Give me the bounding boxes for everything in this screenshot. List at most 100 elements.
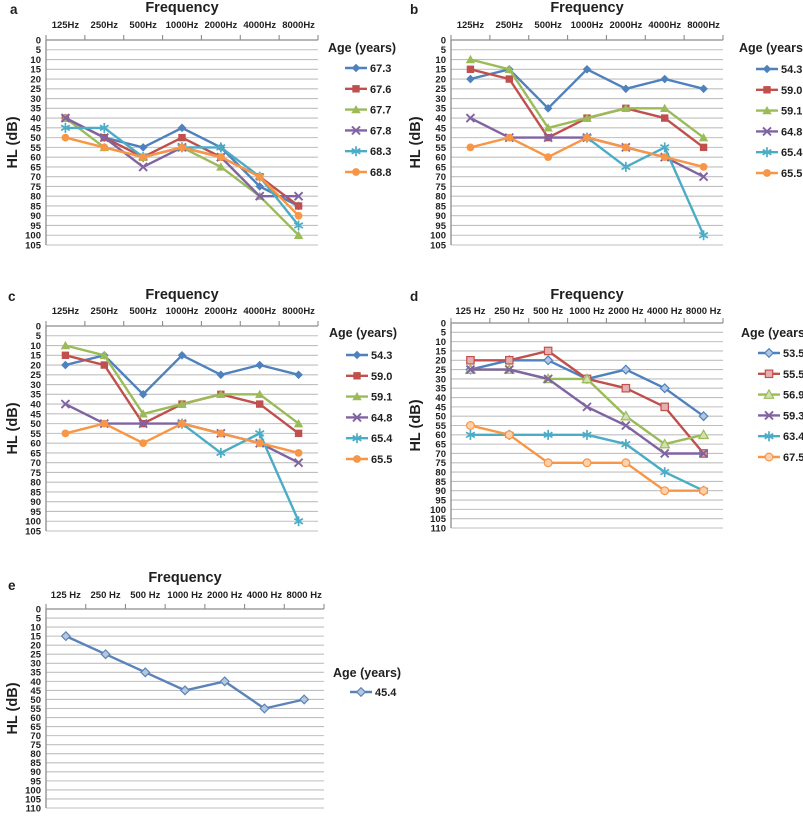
y-tick-label: 40 [435, 393, 446, 404]
y-axis-labels: 0510152025303540455055606570758085909510… [25, 321, 42, 537]
y-tick-label: 45 [30, 686, 41, 697]
x-tick-label: 8000Hz [282, 20, 315, 31]
y-tick-label: 70 [435, 449, 446, 460]
circle-marker [764, 452, 774, 462]
legend-label: 67.8 [370, 125, 391, 137]
y-tick-label: 0 [36, 321, 41, 332]
x-tick-label: 2000Hz [204, 20, 237, 31]
x-tick-label: 4000Hz [648, 20, 681, 31]
x-tick-label: 250Hz [496, 20, 524, 31]
chart-title: Frequency [145, 0, 218, 16]
star-marker [352, 433, 362, 444]
legend-label: 64.8 [781, 126, 802, 138]
x-marker [293, 457, 304, 468]
star-marker [216, 142, 226, 153]
y-tick-label: 35 [30, 668, 41, 679]
diamond-marker [352, 350, 362, 360]
star-marker [465, 429, 476, 440]
x-tick-label: 1000Hz [166, 306, 199, 317]
diamond-marker [762, 64, 772, 74]
y-tick-label: 0 [441, 318, 446, 329]
y-tick-label: 55 [30, 429, 41, 440]
triangle-marker [293, 230, 304, 239]
plot-area: 0510152025303540455055606570758085909510… [408, 287, 803, 534]
circle-marker [543, 458, 553, 468]
y-tick-label: 50 [30, 695, 41, 706]
y-tick-label: 50 [30, 133, 41, 144]
diamond-marker [543, 104, 553, 113]
legend: Age (years) 67.3 67.6 67.7 67.8 68.3 68.8 [328, 41, 396, 179]
circle-marker [61, 429, 70, 438]
diamond-marker [61, 360, 70, 370]
legend-label: 59.0 [781, 85, 802, 97]
axes [450, 318, 724, 528]
diamond-marker [259, 703, 270, 714]
circle-marker [216, 429, 225, 438]
triangle-marker [138, 409, 148, 418]
y-tick-label: 5 [36, 45, 42, 56]
legend-label: 68.8 [370, 167, 391, 179]
x-tick-label: 8000Hz [282, 306, 315, 317]
triangle-marker [293, 419, 304, 428]
x-tick-label: 4000Hz [243, 20, 276, 31]
legend: Age (years) 53.5 55.5 56.9 59.3 63.4 67.5 [741, 326, 803, 464]
y-tick-label: 105 [25, 794, 42, 805]
x-marker [762, 126, 772, 137]
x-marker [465, 113, 476, 123]
square-marker [61, 351, 70, 359]
x-marker [99, 132, 109, 143]
y-tick-label: 95 [30, 776, 41, 787]
x-tick-label: 125 Hz [455, 306, 485, 317]
y-tick-label: 25 [30, 84, 41, 95]
triangle-marker [504, 64, 514, 73]
legend-item: 45.4 [350, 686, 397, 699]
circle-marker [699, 486, 709, 496]
y-tick-label: 55 [435, 143, 446, 154]
y-tick-label: 105 [430, 240, 447, 251]
diamond-marker [255, 360, 265, 370]
x-tick-label: 125 Hz [51, 590, 81, 601]
chart-title: Frequency [550, 0, 623, 16]
triangle-marker [762, 106, 772, 115]
y-tick-label: 5 [441, 45, 447, 56]
circle-marker [294, 211, 303, 220]
panel-label: d [410, 289, 418, 304]
y-axis-title: HL (dB) [5, 116, 21, 168]
diamond-marker [100, 649, 111, 660]
y-tick-label: 100 [25, 517, 41, 528]
y-tick-label: 50 [30, 419, 41, 430]
legend-label: 64.8 [371, 412, 392, 424]
legend-item: 65.4 [346, 433, 393, 445]
y-tick-label: 80 [435, 467, 446, 478]
y-tick-label: 85 [30, 758, 41, 769]
y-tick-label: 60 [30, 439, 41, 450]
x-marker [698, 171, 709, 182]
triangle-marker [351, 105, 361, 114]
x-marker [351, 125, 361, 136]
x-marker [138, 418, 148, 429]
y-tick-label: 90 [435, 486, 446, 497]
circle-marker [139, 153, 148, 162]
series-59.1 [465, 54, 709, 142]
legend-label: 54.3 [781, 64, 802, 76]
y-axis-labels: 0510152025303540455055606570758085909510… [430, 35, 447, 251]
y-axis-labels: 0510152025303540455055606570758085909510… [25, 604, 42, 814]
legend-item: 56.9 [758, 388, 803, 402]
diamond-marker [140, 667, 151, 678]
star-marker [764, 431, 774, 442]
triangle-marker [698, 133, 709, 142]
legend-label: 59.3 [783, 410, 803, 422]
circle-marker [544, 153, 553, 162]
legend-item: 59.1 [756, 106, 802, 118]
circle-marker [505, 133, 514, 142]
y-tick-label: 100 [25, 785, 41, 796]
y-tick-label: 100 [430, 231, 446, 242]
y-tick-label: 10 [30, 55, 41, 66]
axes [45, 604, 325, 808]
x-tick-label: 500Hz [129, 306, 157, 317]
square-marker [294, 202, 303, 210]
square-marker [621, 383, 631, 393]
circle-marker [660, 486, 670, 496]
x-tick-label: 500 Hz [130, 590, 160, 601]
y-tick-label: 0 [36, 604, 41, 615]
